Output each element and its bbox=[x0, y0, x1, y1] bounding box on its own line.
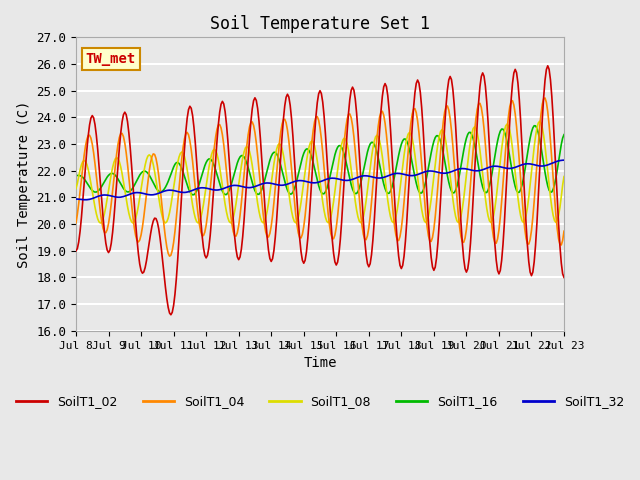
Title: Soil Temperature Set 1: Soil Temperature Set 1 bbox=[210, 15, 430, 33]
X-axis label: Time: Time bbox=[303, 356, 337, 370]
Legend: SoilT1_02, SoilT1_04, SoilT1_08, SoilT1_16, SoilT1_32: SoilT1_02, SoilT1_04, SoilT1_08, SoilT1_… bbox=[11, 390, 629, 413]
Text: TW_met: TW_met bbox=[86, 52, 136, 66]
Y-axis label: Soil Temperature (C): Soil Temperature (C) bbox=[17, 100, 31, 268]
